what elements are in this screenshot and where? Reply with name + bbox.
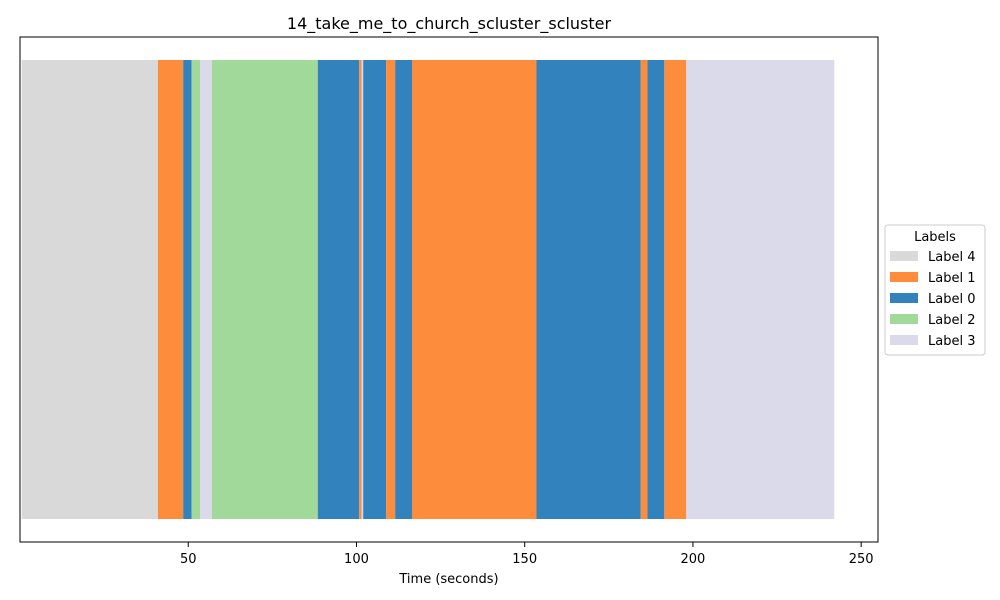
legend-label-2: Label 0	[928, 292, 975, 307]
segment-17	[686, 60, 835, 519]
x-tick-label-1: 100	[344, 552, 369, 567]
chart-title: 14_take_me_to_church_scluster_scluster	[287, 14, 612, 34]
segment-13	[536, 60, 641, 519]
segment-7	[359, 60, 362, 519]
legend-swatch-0	[890, 251, 918, 261]
legend-swatch-4	[890, 335, 918, 345]
segment-14	[640, 60, 648, 519]
segment-11	[395, 60, 412, 519]
segment-15	[647, 60, 665, 519]
legend-label-3: Label 2	[928, 313, 975, 328]
segment-0	[21, 60, 158, 519]
segment-2	[183, 60, 192, 519]
segment-9	[363, 60, 387, 519]
legend-swatch-1	[890, 272, 918, 282]
segment-5	[211, 60, 318, 519]
plot-frame	[19, 36, 879, 543]
legend-swatch-3	[890, 314, 918, 324]
segment-6	[317, 60, 360, 519]
segment-4	[200, 60, 212, 519]
segment-16	[664, 60, 687, 519]
x-tick-label-3: 200	[681, 552, 706, 567]
legend-title: Labels	[914, 230, 956, 245]
x-axis-ticks: 50 100 150 200 250	[180, 542, 874, 567]
legend-entries: Label 4 Label 1 Label 0 Label 2 Label 3	[890, 250, 975, 349]
segment-10	[386, 60, 396, 519]
x-tick-label-2: 150	[512, 552, 537, 567]
segments-group	[21, 60, 835, 519]
x-tick-label-0: 50	[180, 552, 197, 567]
x-axis-label: Time (seconds)	[398, 572, 498, 587]
legend-label-1: Label 1	[928, 271, 975, 286]
segment-12	[411, 60, 537, 519]
legend-label-4: Label 3	[928, 334, 975, 349]
x-tick-label-4: 250	[849, 552, 874, 567]
segment-8	[361, 60, 364, 519]
segment-3	[191, 60, 201, 519]
legend-label-0: Label 4	[928, 250, 975, 265]
legend-swatch-2	[890, 293, 918, 303]
segment-1	[157, 60, 184, 519]
